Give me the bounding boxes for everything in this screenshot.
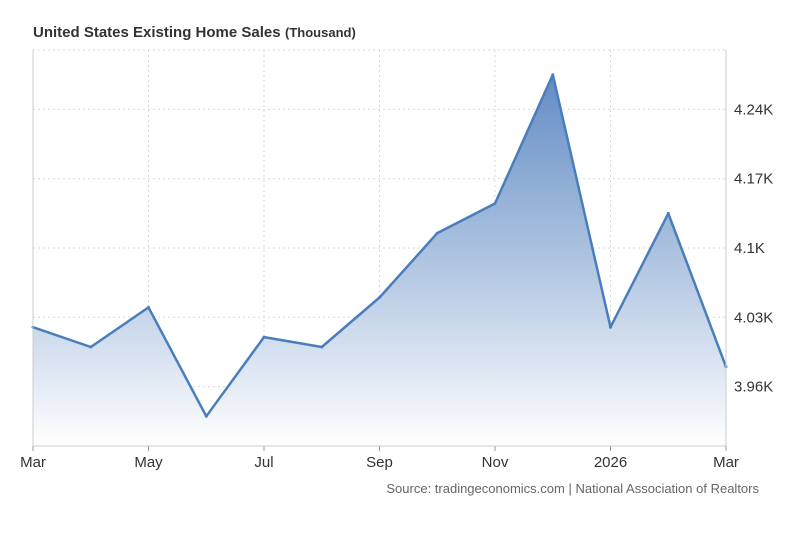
y-tick-label: 4.1K [734,240,765,257]
axes [32,50,727,451]
x-tick-label: Jul [254,454,273,471]
x-tick-label: Nov [482,454,509,471]
data-point [204,414,208,418]
chart-unit: (Thousand) [285,25,356,40]
y-axis-ticks: 3.96K 4.03K 4.1K 4.17K 4.24K [734,101,773,395]
x-tick-label: 2026 [594,454,627,471]
x-tick-label: Sep [366,454,393,471]
area-fill [33,74,726,446]
data-point [320,345,324,349]
data-point [551,73,555,77]
x-axis-ticks: Mar May Jul Sep Nov 2026 Mar [20,454,739,471]
data-point [666,211,670,215]
x-tick-label: May [134,454,163,471]
x-tick-label: Mar [713,454,739,471]
y-tick-label: 3.96K [734,379,773,396]
data-point [147,305,150,309]
data-point [435,231,439,235]
y-tick-label: 4.17K [734,171,773,188]
chart-title-text: United States Existing Home Sales [33,24,281,41]
y-tick-label: 4.24K [734,101,773,118]
x-tick-label: Mar [20,454,46,471]
chart-title: United States Existing Home Sales (Thous… [33,24,356,42]
area-series [31,73,728,446]
data-point [609,325,612,329]
data-point [378,296,381,299]
data-point [262,335,266,339]
data-point [493,201,497,205]
source-note: Source: tradingeconomics.com | National … [386,481,759,496]
y-tick-label: 4.03K [734,309,773,326]
data-point [89,345,93,349]
